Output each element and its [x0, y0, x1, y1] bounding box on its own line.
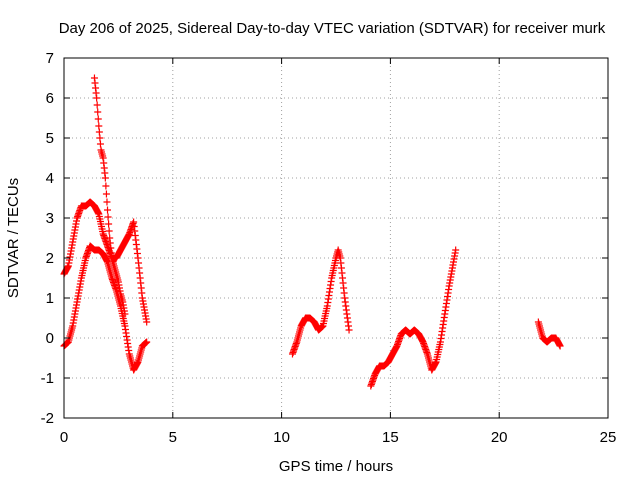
- data-point: [95, 128, 103, 136]
- y-tick-label: 3: [46, 210, 54, 227]
- x-tick-label: 5: [169, 429, 177, 446]
- series-track-3: [90, 74, 129, 318]
- grid-lines: [64, 58, 608, 418]
- series-track-6: [534, 318, 564, 350]
- data-point: [143, 318, 151, 326]
- chart-title: Day 206 of 2025, Sidereal Day-to-day VTE…: [59, 20, 606, 37]
- data-point: [121, 310, 129, 318]
- x-axis-label: GPS time / hours: [279, 458, 393, 475]
- x-tick-label: 0: [60, 429, 68, 446]
- x-tick-label: 25: [600, 429, 617, 446]
- data-point: [105, 220, 113, 228]
- y-tick-label: 2: [46, 250, 54, 267]
- data-point: [103, 198, 111, 206]
- data-point: [105, 227, 113, 235]
- y-tick-label: 7: [46, 50, 54, 67]
- y-tick-label: 0: [46, 330, 54, 347]
- x-tick-label: 15: [382, 429, 399, 446]
- plot-frame: [63, 57, 609, 419]
- y-tick-label: 5: [46, 130, 54, 147]
- y-axis-label: SDTVAR / TECUs: [5, 178, 22, 298]
- series-track-1: [60, 242, 151, 374]
- data-point: [452, 246, 460, 254]
- series-track-4: [288, 246, 353, 358]
- data-point: [104, 213, 112, 221]
- data-point: [93, 94, 101, 102]
- data-point: [94, 108, 102, 116]
- x-tick-label: 10: [273, 429, 290, 446]
- y-tick-label: -2: [41, 410, 54, 427]
- data-point: [93, 101, 101, 109]
- data-point: [556, 342, 564, 350]
- series-track-5: [367, 246, 460, 390]
- data-point: [101, 174, 109, 182]
- x-tick-label: 20: [491, 429, 508, 446]
- y-tick-label: 4: [46, 170, 54, 187]
- axis-ticks: -2 -1 0 1 2 3 4 5 6 7 0 5 10 15 20 25: [41, 50, 617, 446]
- y-tick-label: 6: [46, 90, 54, 107]
- data-point: [94, 115, 102, 123]
- data-point: [102, 190, 110, 198]
- data-point: [102, 182, 110, 190]
- data-point: [96, 140, 104, 148]
- data-point: [104, 206, 112, 214]
- y-tick-label: 1: [46, 290, 54, 307]
- data-point: [143, 338, 151, 346]
- data-point: [345, 326, 353, 334]
- y-tick-label: -1: [41, 370, 54, 387]
- data-points: [60, 74, 564, 390]
- data-point: [95, 122, 103, 130]
- data-point: [96, 134, 104, 142]
